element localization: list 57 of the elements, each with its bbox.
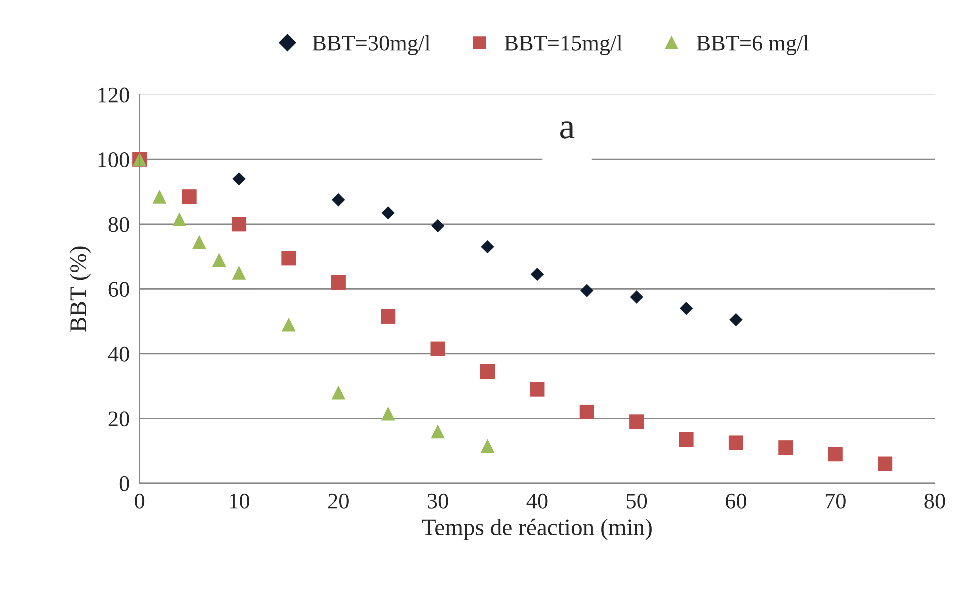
point xyxy=(679,432,694,448)
point xyxy=(331,275,346,290)
y-tick-label: 120 xyxy=(98,88,130,103)
point xyxy=(778,440,794,456)
point xyxy=(480,439,495,454)
point xyxy=(430,342,446,356)
point xyxy=(382,206,395,220)
x-tick-label: 70 xyxy=(826,494,846,509)
point xyxy=(728,436,744,450)
x-axis-title: Temps de réaction (min) xyxy=(422,518,652,540)
point xyxy=(828,447,843,462)
point xyxy=(480,364,496,380)
point xyxy=(630,414,644,430)
x-tick-label: 80 xyxy=(924,494,946,509)
point xyxy=(282,251,296,266)
point xyxy=(332,194,346,207)
point xyxy=(381,406,396,421)
x-tick-label: 20 xyxy=(328,494,349,509)
point xyxy=(431,424,445,439)
point xyxy=(431,219,445,233)
y-tick-label: 40 xyxy=(108,346,130,362)
point xyxy=(232,172,246,186)
point xyxy=(172,212,187,226)
point xyxy=(282,318,296,332)
point xyxy=(232,217,247,232)
point xyxy=(530,268,544,282)
x-tick-label: 40 xyxy=(526,494,548,509)
x-tick-label: 60 xyxy=(726,494,746,509)
x-tick-label: 50 xyxy=(627,494,648,509)
point xyxy=(481,240,494,254)
y-tick-label: 60 xyxy=(108,282,130,298)
point xyxy=(580,284,594,298)
y-tick-label: 20 xyxy=(108,412,130,427)
point xyxy=(580,404,594,420)
point xyxy=(680,302,694,316)
x-tick-label: 0 xyxy=(135,494,145,509)
point xyxy=(152,190,167,204)
point xyxy=(381,309,396,324)
annotation: a xyxy=(560,122,575,139)
legend-label: BBT=30mg/l xyxy=(312,35,430,56)
point xyxy=(212,253,226,267)
y-tick-label: 0 xyxy=(120,476,130,492)
point xyxy=(192,235,206,250)
legend-label: BBT=6 mg/l xyxy=(696,35,809,56)
y-tick-label: 80 xyxy=(108,217,130,232)
point xyxy=(878,456,893,472)
point xyxy=(182,190,197,204)
point xyxy=(630,290,644,304)
point xyxy=(730,313,743,327)
y-axis-title: BBT (%) xyxy=(70,246,92,332)
y-tick-label: 100 xyxy=(98,152,130,168)
x-tick-label: 10 xyxy=(230,494,250,509)
legend-label: BBT=15mg/l xyxy=(504,35,622,56)
point xyxy=(232,266,246,280)
x-tick-label: 30 xyxy=(428,494,448,509)
point xyxy=(530,382,545,397)
point xyxy=(332,386,346,400)
